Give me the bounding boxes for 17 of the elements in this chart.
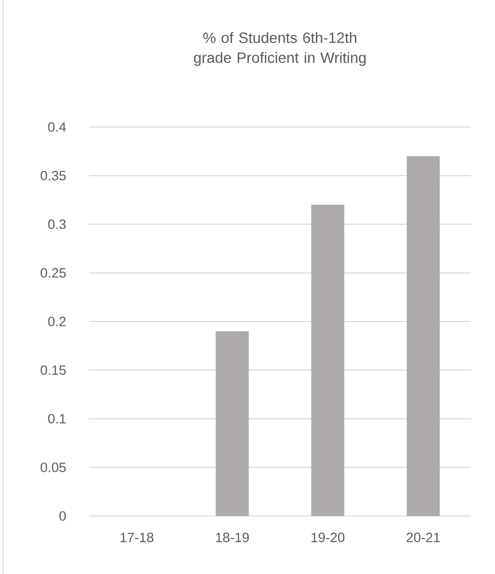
x-tick-label: 20-21 (406, 532, 440, 542)
x-tick-label: 19-20 (312, 532, 344, 542)
y-tick-label: 0.35 (40, 170, 66, 180)
y-tick-label: 0.4 (48, 122, 66, 132)
bar (311, 204, 344, 516)
bar (216, 331, 249, 516)
bar (406, 156, 440, 516)
y-tick-label: 0.2 (48, 316, 66, 326)
y-tick-label: 0.15 (40, 365, 66, 375)
y-tick-label: 0.3 (48, 219, 66, 229)
chart-title: % of Students 6th-12th grade Proficient in Writing (194, 32, 366, 66)
y-tick-label: 0.05 (40, 462, 66, 472)
y-tick-label: 0.1 (48, 414, 66, 424)
y-tick-label: 0.25 (40, 268, 66, 278)
y-tick-label: 0 (59, 511, 66, 521)
x-tick-label: 17-18 (120, 532, 154, 542)
x-tick-label: 18-19 (216, 532, 249, 542)
